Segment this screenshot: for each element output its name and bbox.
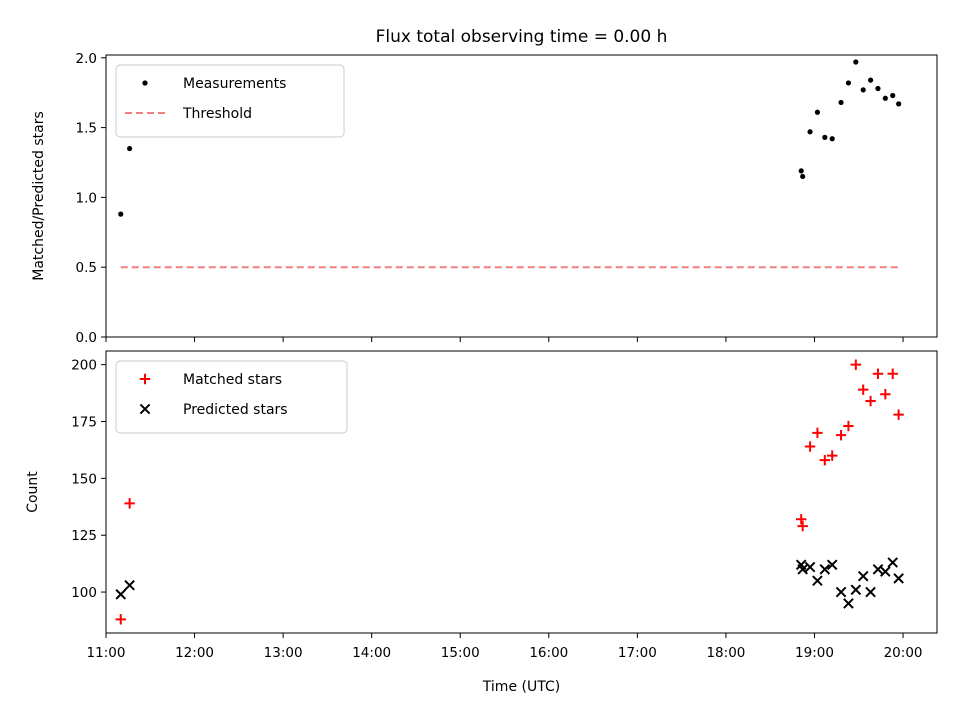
predicted-stars-point-7 [826, 559, 838, 571]
ratio-y-axis-label: Matched/Predicted stars [31, 111, 47, 281]
measurements-point-16 [896, 101, 902, 107]
y-tick-label-1-0: 1.0 [76, 190, 97, 206]
matched-stars-point-10 [850, 359, 862, 370]
x-tick-label-12-00: 12:00 [175, 645, 214, 661]
ratio-panel-ticks: 0.0 0.5 1.0 1.5 2.0 [76, 51, 904, 346]
matched-stars-point-4 [804, 441, 816, 452]
y-tick-label-200: 200 [71, 358, 97, 374]
predicted-stars-point-6 [819, 564, 831, 575]
matched-stars-point-8 [835, 429, 847, 441]
y-tick-label-150: 150 [71, 471, 97, 487]
predicted-stars-point-13 [872, 564, 884, 575]
y-tick-label-1-5: 1.5 [76, 121, 97, 137]
count-panel-frame [105, 350, 938, 634]
measurements-point-3 [800, 173, 806, 180]
predicted-stars-point-8 [835, 586, 847, 598]
x-tick-label-20-00: 20:00 [884, 645, 923, 661]
y-tick-label-2-0: 2.0 [76, 51, 97, 67]
legend-measurements-label: Measurements [183, 76, 286, 92]
x-tick-label-14-00: 14:00 [352, 645, 391, 661]
measurements-point-13 [875, 85, 881, 92]
matched-stars-point-7 [827, 450, 838, 461]
matched-stars-point-3 [797, 520, 808, 532]
matched-stars-point-6 [819, 454, 831, 466]
legend-box [115, 360, 348, 434]
count-panel: 11:00 12:00 13:00 14:00 15:00 16:00 17:00 18:00… [25, 350, 938, 661]
x-tick-label-11-00: 11:00 [87, 645, 126, 661]
matched-stars-point-15 [887, 368, 898, 379]
predicted-stars-point-9 [843, 598, 854, 609]
y-tick-label-0-0: 0.0 [76, 330, 97, 346]
legend-matched-stars-marker [139, 373, 151, 385]
x-tick-label-13-00: 13:00 [264, 645, 303, 661]
predicted-stars-point-4 [804, 561, 816, 573]
matched-stars-point-2 [796, 514, 807, 525]
measurements-point-2 [798, 168, 804, 174]
predicted-stars-point-10 [850, 584, 862, 596]
matched-stars-point-12 [865, 395, 876, 407]
count-panel-marks [115, 359, 904, 625]
measurements-point-6 [822, 134, 828, 140]
predicted-stars-point-15 [887, 557, 899, 568]
matched-stars-point-13 [872, 368, 884, 379]
ratio-panel-frame [105, 54, 938, 338]
predicted-stars-point-16 [893, 573, 904, 584]
predicted-stars-point-0 [115, 589, 127, 600]
x-axis-label: Time (UTC) [482, 679, 560, 695]
x-tick-label-18-00: 18:00 [706, 645, 745, 661]
count-panel-ticks: 11:00 12:00 13:00 14:00 15:00 16:00 17:00 18:00… [71, 358, 922, 661]
matched-stars-point-0 [115, 614, 126, 625]
matched-stars-point-16 [893, 409, 904, 420]
measurements-point-5 [814, 109, 821, 115]
measurements-point-1 [127, 145, 133, 152]
count-y-axis-label: Count [25, 471, 41, 513]
predicted-stars-point-12 [865, 586, 876, 598]
chart-title: Flux total observing time = 0.00 h [376, 27, 668, 47]
measurements-point-10 [853, 59, 859, 65]
measurements-point-12 [867, 77, 874, 83]
y-tick-label-100: 100 [71, 585, 97, 601]
count-panel-legend: Matched stars Predicted stars [115, 360, 348, 434]
x-tick-label-16-00: 16:00 [529, 645, 568, 661]
legend-threshold-label: Threshold [182, 106, 252, 122]
ratio-panel: 0.00.51.01.52.0 Matched/Predicted stars … [31, 51, 938, 346]
ratio-panel-marks [118, 59, 902, 269]
matched-stars-point-9 [843, 420, 854, 432]
measurements-point-8 [838, 99, 844, 106]
predicted-stars-point-5 [812, 575, 823, 587]
y-tick-label-125: 125 [71, 528, 97, 544]
measurements-point-7 [829, 136, 835, 142]
legend-measurements-marker [142, 80, 148, 86]
measurements-point-4 [807, 129, 813, 135]
legend-predicted-stars-marker [139, 403, 151, 415]
matched-stars-point-5 [812, 427, 823, 439]
matched-stars-point-14 [880, 389, 891, 400]
predicted-stars-point-14 [880, 566, 891, 577]
measurements-point-14 [882, 95, 888, 101]
measurements-point-15 [890, 92, 896, 99]
measurements-point-9 [845, 80, 852, 86]
matched-stars-point-1 [124, 498, 135, 509]
x-tick-label-15-00: 15:00 [441, 645, 480, 661]
legend-predicted-stars-label: Predicted stars [183, 402, 288, 418]
measurements-point-0 [118, 211, 124, 217]
x-tick-label-19-00: 19:00 [795, 645, 834, 661]
x-tick-label-17-00: 17:00 [618, 645, 657, 661]
ratio-panel-legend: Measurements Threshold [115, 64, 345, 138]
predicted-stars-point-1 [124, 579, 135, 591]
matched-stars-point-11 [857, 384, 869, 395]
measurements-point-11 [860, 87, 866, 93]
legend-box [115, 64, 345, 138]
y-tick-label-0-5: 0.5 [76, 260, 97, 276]
y-tick-label-175: 175 [71, 415, 97, 431]
predicted-stars-point-11 [857, 570, 869, 582]
legend-matched-stars-label: Matched stars [183, 372, 282, 388]
predicted-stars-point-3 [797, 564, 808, 575]
